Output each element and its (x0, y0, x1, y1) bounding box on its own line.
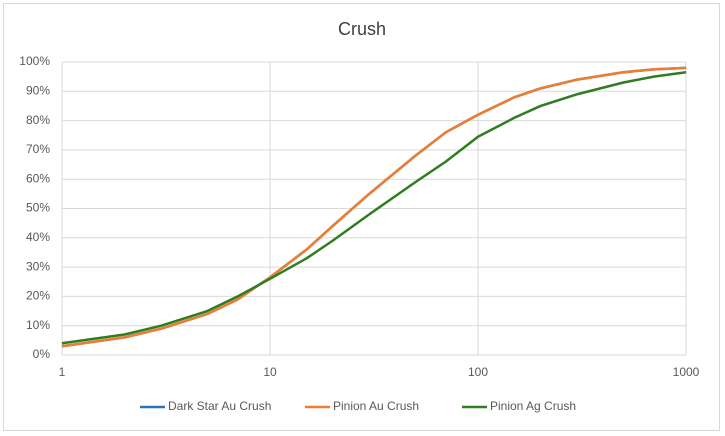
y-tick-label: 30% (26, 259, 50, 273)
y-tick-label: 40% (26, 230, 50, 244)
x-tick-label: 1 (59, 365, 66, 379)
y-tick-label: 70% (26, 142, 50, 156)
legend-label: Dark Star Au Crush (168, 399, 271, 413)
y-tick-label: 100% (19, 54, 50, 68)
x-tick-label: 10 (263, 365, 277, 379)
y-tick-label: 60% (26, 171, 50, 185)
chart-title: Crush (338, 19, 386, 39)
y-tick-label: 90% (26, 83, 50, 97)
y-tick-label: 20% (26, 289, 50, 303)
x-tick-label: 100 (468, 365, 488, 379)
line-series (61, 66, 687, 348)
y-tick-label: 50% (26, 201, 50, 215)
x-tick-label: 1000 (673, 365, 700, 379)
legend-label: Pinion Au Crush (333, 399, 419, 413)
y-tick-label: 80% (26, 113, 50, 127)
y-tick-label: 10% (26, 318, 50, 332)
legend-label: Pinion Ag Crush (490, 399, 576, 413)
chart-border (3, 3, 720, 431)
line-series (61, 71, 687, 345)
y-tick-label: 0% (33, 347, 51, 361)
